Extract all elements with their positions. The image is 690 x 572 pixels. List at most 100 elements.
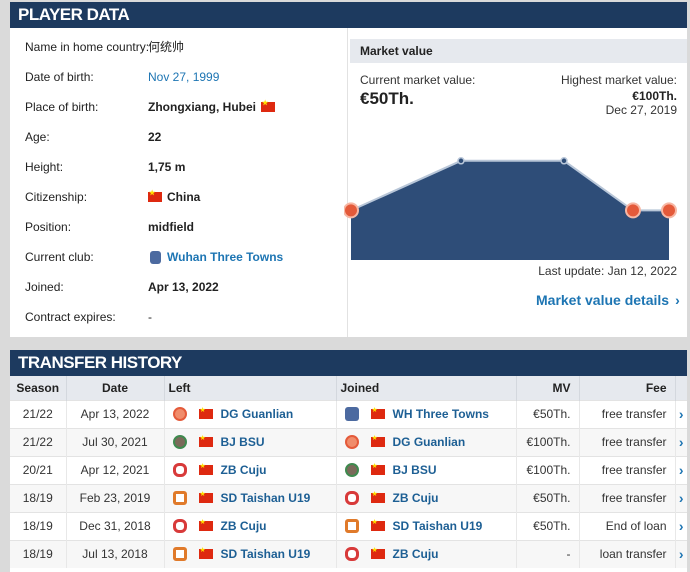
joined-club-name[interactable]: ZB Cuju <box>392 491 439 505</box>
joined-club-cell[interactable]: DG Guanlian <box>336 427 517 456</box>
age-value: 22 <box>148 127 161 147</box>
height-value: 1,75 m <box>148 157 185 177</box>
row-detail-link[interactable]: › <box>675 399 687 428</box>
position-text: midfield <box>148 220 195 234</box>
highest-market-value-date: Dec 27, 2019 <box>605 103 677 117</box>
contract-expires-text: - <box>148 310 152 324</box>
chevron-right-icon[interactable]: › <box>678 406 684 422</box>
row-detail-link[interactable]: › <box>675 427 687 456</box>
joined-club-cell[interactable]: ZB Cuju <box>336 539 517 568</box>
joined-club-name[interactable]: SD Taishan U19 <box>392 519 483 533</box>
joined-club-cell[interactable]: WH Three Towns <box>336 399 517 428</box>
joined-club-name[interactable]: WH Three Towns <box>392 407 489 421</box>
market-value-chart[interactable] <box>344 136 684 262</box>
left-club-name[interactable]: DG Guanlian <box>220 407 294 421</box>
col-date: Date <box>66 376 165 400</box>
club-crest-icon <box>344 519 359 533</box>
citizenship-label: Citizenship: <box>25 190 88 204</box>
joined-club-cell[interactable]: BJ BSU <box>336 455 517 484</box>
player-data-header: PLAYER DATA <box>10 2 687 28</box>
club-crest-icon <box>172 547 187 562</box>
joined-text: Apr 13, 2022 <box>148 280 219 294</box>
joined-label: Joined: <box>25 280 64 294</box>
market-value-point[interactable] <box>661 202 677 219</box>
club-crest-icon <box>344 463 359 477</box>
transfer-table: Season Date Left Joined MV Fee 21/22 Apr … <box>10 376 687 568</box>
chevron-right-icon[interactable]: › <box>678 462 684 478</box>
china-flag-icon <box>198 489 213 503</box>
club-crest-icon <box>172 519 187 533</box>
col-action <box>675 376 687 400</box>
age-label: Age: <box>25 130 50 144</box>
season-cell: 18/19 <box>10 511 67 540</box>
club-crest-icon <box>344 491 359 505</box>
left-club-cell[interactable]: BJ BSU <box>164 427 337 456</box>
club-crest-icon <box>172 463 187 477</box>
market-value-point[interactable] <box>625 202 641 219</box>
left-club-cell[interactable]: SD Taishan U19 <box>164 539 337 568</box>
club-crest-icon <box>344 435 359 449</box>
china-flag-icon <box>370 405 385 419</box>
chevron-right-icon[interactable]: › <box>678 490 684 506</box>
china-flag-icon <box>198 433 213 447</box>
left-club-name[interactable]: BJ BSU <box>220 435 265 449</box>
date-cell: Dec 31, 2018 <box>66 511 165 540</box>
place-of-birth-value: Zhongxiang, Hubei <box>148 97 275 117</box>
club-crest-icon <box>150 251 161 264</box>
highest-market-value: €100Th. <box>632 89 677 103</box>
left-club-name[interactable]: ZB Cuju <box>220 463 267 477</box>
left-club-name[interactable]: ZB Cuju <box>220 519 267 533</box>
club-crest-icon <box>172 491 187 505</box>
joined-club-name[interactable]: DG Guanlian <box>392 435 466 449</box>
date-cell: Apr 13, 2022 <box>66 399 165 428</box>
name-home-country-text: 何统帅 <box>148 40 185 54</box>
china-flag-icon <box>198 545 213 560</box>
left-club-name[interactable]: SD Taishan U19 <box>220 547 311 562</box>
market-value-point[interactable] <box>457 157 465 165</box>
fee-cell: free transfer <box>579 455 676 484</box>
chevron-right-icon[interactable]: › <box>678 434 684 450</box>
left-club-cell[interactable]: ZB Cuju <box>164 455 337 484</box>
left-club-name[interactable]: SD Taishan U19 <box>220 491 311 505</box>
market-value-point[interactable] <box>344 202 359 219</box>
left-club-cell[interactable]: DG Guanlian <box>164 399 337 428</box>
date-of-birth-value[interactable]: Nov 27, 1999 <box>148 67 219 87</box>
row-detail-link[interactable]: › <box>675 539 687 568</box>
citizenship-text: China <box>167 190 201 204</box>
fee-cell: free transfer <box>579 483 676 512</box>
height-label: Height: <box>25 160 64 174</box>
mv-cell: €100Th. <box>516 455 580 484</box>
col-fee: Fee <box>579 376 676 400</box>
market-value-details-link[interactable]: Market value details › <box>536 292 680 308</box>
row-detail-link[interactable]: › <box>675 455 687 484</box>
market-value-point[interactable] <box>560 157 568 165</box>
left-club-cell[interactable]: SD Taishan U19 <box>164 483 337 512</box>
joined-club-cell[interactable]: SD Taishan U19 <box>336 511 517 540</box>
col-mv: MV <box>516 376 580 400</box>
mv-cell: €100Th. <box>516 427 580 456</box>
current-market-value-label: Current market value: <box>360 73 476 87</box>
chevron-right-icon[interactable]: › <box>678 518 684 534</box>
row-detail-link[interactable]: › <box>675 511 687 540</box>
date-cell: Apr 12, 2021 <box>66 455 165 484</box>
panel-divider <box>347 28 348 337</box>
joined-club-cell[interactable]: ZB Cuju <box>336 483 517 512</box>
mv-cell: €50Th. <box>516 483 580 512</box>
club-crest-icon <box>172 435 187 449</box>
mv-cell: €50Th. <box>516 511 580 540</box>
current-club-value[interactable]: Wuhan Three Towns <box>148 247 283 267</box>
position-label: Position: <box>25 220 72 234</box>
chevron-right-icon[interactable]: › <box>678 546 684 563</box>
row-detail-link[interactable]: › <box>675 483 687 512</box>
left-club-cell[interactable]: ZB Cuju <box>164 511 337 540</box>
contract-expires-label: Contract expires: <box>25 310 116 324</box>
club-crest-icon <box>172 407 187 421</box>
citizenship-value: China <box>148 187 200 207</box>
date-of-birth-label: Date of birth: <box>25 70 94 84</box>
col-season: Season <box>10 376 67 400</box>
fee-cell: End of loan <box>579 511 676 540</box>
joined-club-name[interactable]: BJ BSU <box>392 463 437 477</box>
joined-club-name[interactable]: ZB Cuju <box>392 547 439 562</box>
